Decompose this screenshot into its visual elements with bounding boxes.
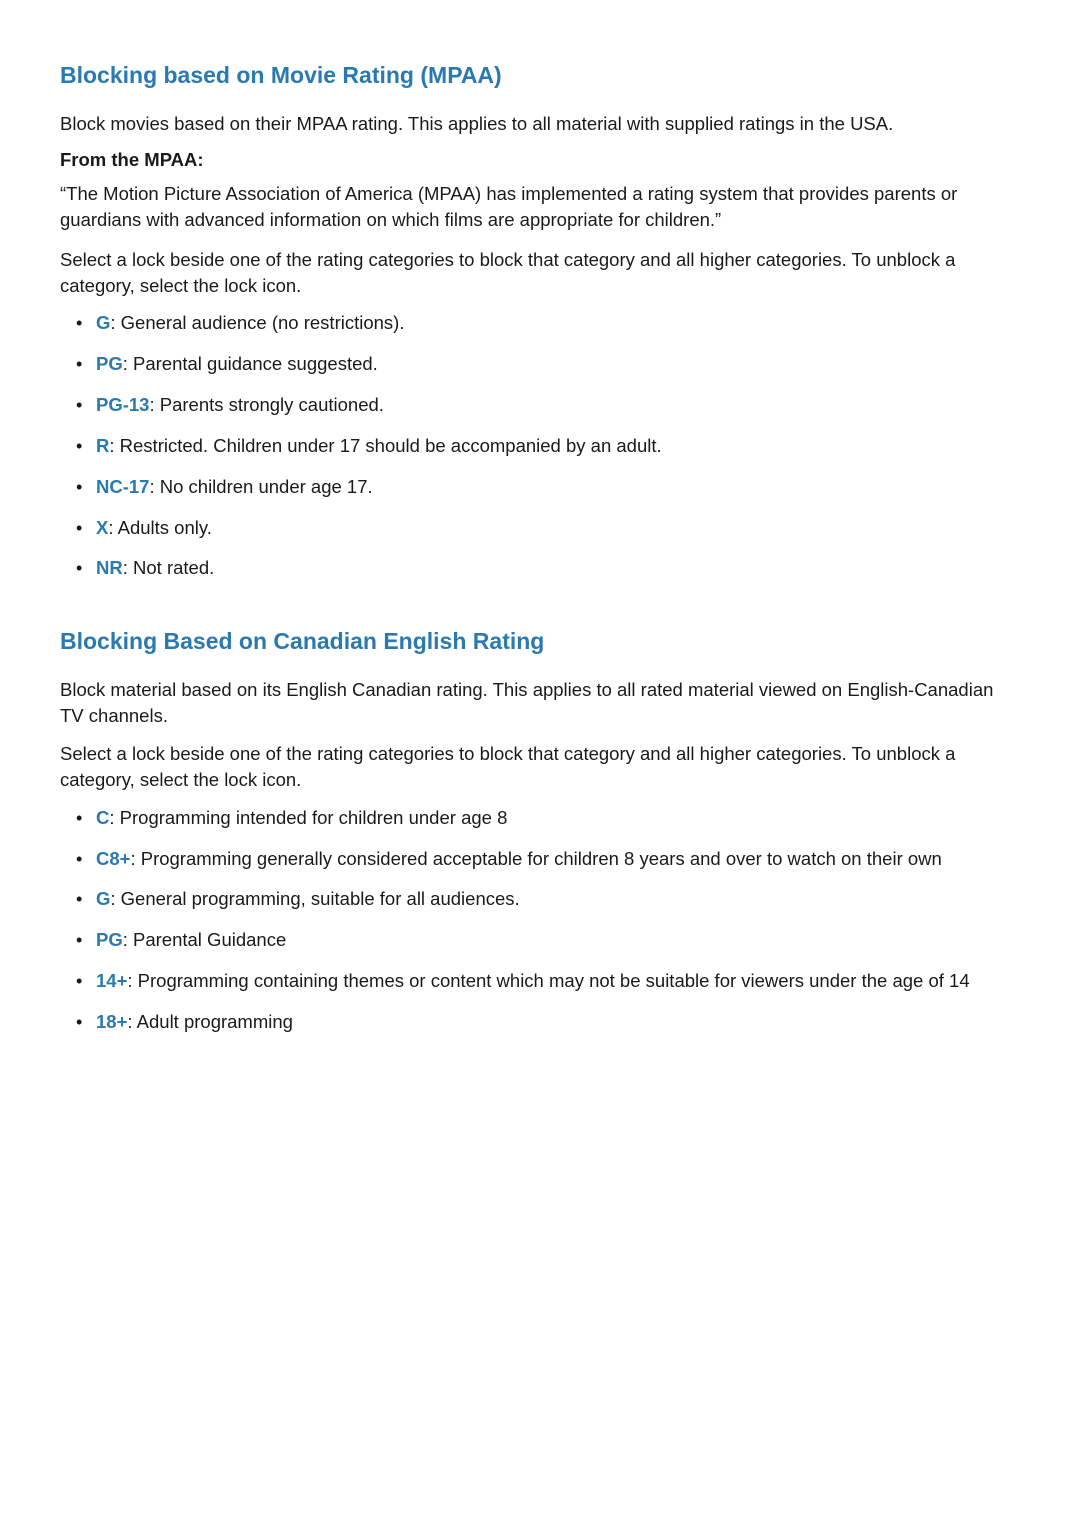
list-item: C8+: Programming generally considered ac… bbox=[96, 846, 1020, 873]
list-item: PG: Parental guidance suggested. bbox=[96, 351, 1020, 378]
rating-desc: : Programming generally considered accep… bbox=[130, 848, 941, 869]
rating-list: C: Programming intended for children und… bbox=[60, 805, 1020, 1036]
list-item: NC-17: No children under age 17. bbox=[96, 474, 1020, 501]
rating-desc: : Programming intended for children unde… bbox=[109, 807, 507, 828]
list-item: PG: Parental Guidance bbox=[96, 927, 1020, 954]
list-item: G: General programming, suitable for all… bbox=[96, 886, 1020, 913]
section-heading: Blocking Based on Canadian English Ratin… bbox=[60, 628, 1020, 655]
paragraph: Select a lock beside one of the rating c… bbox=[60, 741, 1020, 793]
rating-code: PG-13 bbox=[96, 394, 149, 415]
rating-code: 18+ bbox=[96, 1011, 127, 1032]
rating-code: C8+ bbox=[96, 848, 130, 869]
rating-code: G bbox=[96, 312, 110, 333]
rating-desc: : Parental guidance suggested. bbox=[123, 353, 378, 374]
quote-paragraph: “The Motion Picture Association of Ameri… bbox=[60, 181, 1020, 233]
rating-code: G bbox=[96, 888, 110, 909]
list-item: NR: Not rated. bbox=[96, 555, 1020, 582]
rating-code: NC-17 bbox=[96, 476, 149, 497]
rating-desc: : Parental Guidance bbox=[123, 929, 287, 950]
rating-desc: : No children under age 17. bbox=[149, 476, 372, 497]
rating-desc: : Programming containing themes or conte… bbox=[127, 970, 969, 991]
rating-code: PG bbox=[96, 929, 123, 950]
section-canadian-english: Blocking Based on Canadian English Ratin… bbox=[60, 628, 1020, 1035]
rating-desc: : Restricted. Children under 17 should b… bbox=[109, 435, 661, 456]
section-mpaa: Blocking based on Movie Rating (MPAA) Bl… bbox=[60, 62, 1020, 582]
rating-desc: : General programming, suitable for all … bbox=[110, 888, 519, 909]
rating-desc: : Not rated. bbox=[123, 557, 215, 578]
list-item: G: General audience (no restrictions). bbox=[96, 310, 1020, 337]
subheading: From the MPAA: bbox=[60, 149, 1020, 171]
rating-code: NR bbox=[96, 557, 123, 578]
paragraph: Block material based on its English Cana… bbox=[60, 677, 1020, 729]
list-item: C: Programming intended for children und… bbox=[96, 805, 1020, 832]
list-item: 14+: Programming containing themes or co… bbox=[96, 968, 1020, 995]
rating-code: 14+ bbox=[96, 970, 127, 991]
list-item: R: Restricted. Children under 17 should … bbox=[96, 433, 1020, 460]
paragraph: Select a lock beside one of the rating c… bbox=[60, 247, 1020, 299]
rating-code: R bbox=[96, 435, 109, 456]
section-heading: Blocking based on Movie Rating (MPAA) bbox=[60, 62, 1020, 89]
rating-code: PG bbox=[96, 353, 123, 374]
list-item: 18+: Adult programming bbox=[96, 1009, 1020, 1036]
rating-desc: : General audience (no restrictions). bbox=[110, 312, 404, 333]
rating-code: C bbox=[96, 807, 109, 828]
paragraph: Block movies based on their MPAA rating.… bbox=[60, 111, 1020, 137]
list-item: PG-13: Parents strongly cautioned. bbox=[96, 392, 1020, 419]
rating-desc: : Adult programming bbox=[127, 1011, 293, 1032]
rating-desc: : Adults only. bbox=[108, 517, 212, 538]
list-item: X: Adults only. bbox=[96, 515, 1020, 542]
rating-list: G: General audience (no restrictions). P… bbox=[60, 310, 1020, 582]
rating-code: X bbox=[96, 517, 108, 538]
rating-desc: : Parents strongly cautioned. bbox=[149, 394, 383, 415]
